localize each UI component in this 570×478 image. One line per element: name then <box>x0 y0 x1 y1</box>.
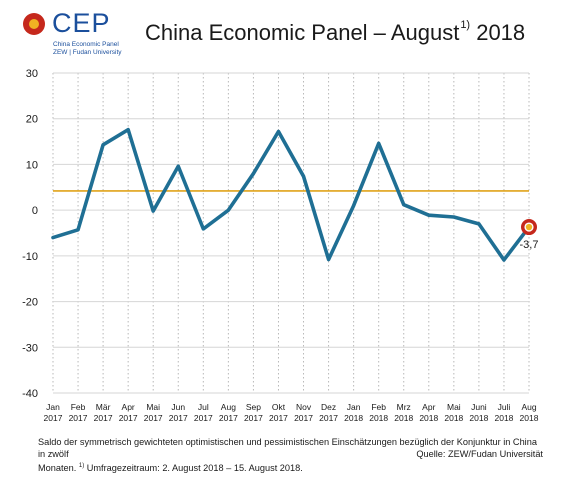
chart-title-footnote: 1) <box>460 18 471 31</box>
chart-title-year: 2018 <box>470 20 526 45</box>
data-point <box>427 213 431 217</box>
last-marker-inner <box>525 223 533 231</box>
x-tick-year: 2017 <box>144 413 163 423</box>
footer-line-2b: Umfragezeitraum: 2. August 2018 – 15. Au… <box>84 463 303 474</box>
x-tick-month: Apr <box>122 402 135 412</box>
x-tick-year: 2017 <box>244 413 263 423</box>
y-tick-label: 30 <box>26 68 38 80</box>
x-tick-month: Mai <box>146 402 160 412</box>
data-point <box>377 141 381 145</box>
data-point <box>101 143 105 147</box>
cep-logo-icon <box>23 13 45 35</box>
x-tick-month: Feb <box>371 402 386 412</box>
x-tick-month: Jun <box>171 402 185 412</box>
footer-note: Saldo der symmetrisch gewichteten optimi… <box>38 436 543 474</box>
logo-subtitle-1: China Economic Panel <box>53 41 119 48</box>
data-point <box>402 203 406 207</box>
data-point <box>201 227 205 231</box>
y-tick-label: -40 <box>22 388 38 400</box>
footer-line-2-footnote: 1) <box>78 463 85 469</box>
x-tick-month: Apr <box>422 402 435 412</box>
footer-line-2a: Monaten. <box>38 463 79 474</box>
x-tick-year: 2017 <box>169 413 188 423</box>
x-tick-year: 2017 <box>219 413 238 423</box>
x-tick-month: Sep <box>246 402 261 412</box>
y-axis: -40 -30 -20 -10 0 10 20 30 <box>22 68 38 400</box>
data-point <box>452 215 456 219</box>
data-point <box>352 204 356 208</box>
x-tick-year: 2018 <box>419 413 438 423</box>
footer-line-2: Monaten. 1) Umfragezeitraum: 2. August 2… <box>38 460 543 474</box>
data-points <box>51 128 531 262</box>
x-tick-year: 2017 <box>194 413 213 423</box>
x-tick-year: 2018 <box>444 413 463 423</box>
last-value-marker <box>521 219 537 236</box>
x-tick-month: Okt <box>272 402 286 412</box>
x-tick-month: Mai <box>447 402 461 412</box>
source-note: Quelle: ZEW/Fudan Universität <box>416 449 543 459</box>
data-point <box>226 208 230 212</box>
x-axis: Jan2017Feb2017Mär2017Apr2017Mai2017Jun20… <box>44 402 539 423</box>
x-tick-year: 2018 <box>369 413 388 423</box>
y-tick-label: 10 <box>26 159 38 171</box>
last-value-label: -3,7 <box>520 239 539 251</box>
x-tick-year: 2018 <box>469 413 488 423</box>
x-tick-year: 2018 <box>394 413 413 423</box>
x-tick-year: 2017 <box>319 413 338 423</box>
x-tick-year: 2017 <box>294 413 313 423</box>
x-tick-year: 2017 <box>269 413 288 423</box>
data-point <box>302 174 306 178</box>
data-point <box>51 236 55 240</box>
cep-logo: CEP China Economic Panel ZEW | Fudan Uni… <box>22 8 122 56</box>
x-tick-month: Aug <box>521 402 536 412</box>
x-tick-month: Dez <box>321 402 336 412</box>
y-tick-label: -30 <box>22 342 38 354</box>
x-tick-month: Mrz <box>397 402 411 412</box>
footer-line-1: Saldo der symmetrisch gewichteten optimi… <box>38 437 537 459</box>
x-tick-year: 2018 <box>520 413 539 423</box>
x-tick-month: Jan <box>347 402 361 412</box>
data-point <box>176 164 180 168</box>
y-tick-label: 0 <box>32 205 38 217</box>
data-point <box>327 258 331 262</box>
logo-subtitle-2: ZEW | Fudan University <box>53 49 122 56</box>
x-tick-month: Juli <box>498 402 511 412</box>
grid <box>52 72 530 394</box>
data-point <box>477 222 481 226</box>
data-point <box>151 209 155 213</box>
x-tick-year: 2017 <box>69 413 88 423</box>
x-tick-month: Jul <box>198 402 209 412</box>
data-point <box>126 128 130 132</box>
x-tick-month: Mär <box>96 402 111 412</box>
chart-title-text: China Economic Panel – August <box>145 20 460 45</box>
y-tick-label: -20 <box>22 297 38 309</box>
x-tick-month: Juni <box>471 402 487 412</box>
logo-brand: CEP <box>52 8 111 38</box>
x-tick-month: Aug <box>221 402 236 412</box>
x-tick-year: 2018 <box>344 413 363 423</box>
data-point <box>502 258 506 262</box>
x-tick-year: 2017 <box>44 413 63 423</box>
data-point <box>276 130 280 134</box>
y-tick-label: -10 <box>22 251 38 263</box>
x-tick-month: Jan <box>46 402 60 412</box>
x-tick-year: 2017 <box>119 413 138 423</box>
x-tick-month: Nov <box>296 402 312 412</box>
x-tick-year: 2017 <box>94 413 113 423</box>
x-tick-year: 2018 <box>494 413 513 423</box>
chart-title: China Economic Panel – August1) 2018 <box>145 18 526 46</box>
data-point <box>251 172 255 176</box>
data-point <box>76 228 80 232</box>
series-line <box>51 127 531 262</box>
x-tick-month: Feb <box>71 402 86 412</box>
y-tick-label: 20 <box>26 114 38 126</box>
